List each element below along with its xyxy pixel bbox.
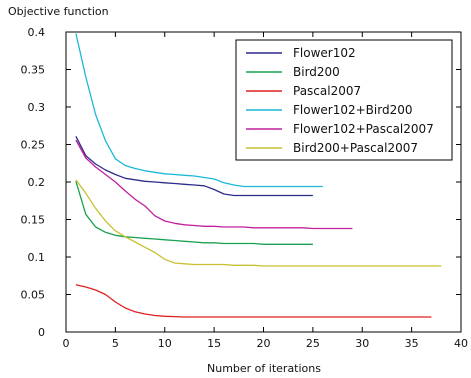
legend-label: Pascal2007: [293, 84, 361, 98]
series-line-flower102-pascal2007: [75, 139, 353, 230]
y-tick-label: 0.35: [21, 64, 46, 77]
x-tick-label: 0: [63, 337, 70, 350]
y-tick-label: 0.25: [21, 139, 46, 152]
y-tick-label: 0.1: [28, 251, 46, 264]
x-tick-label: 5: [112, 337, 119, 350]
x-tick-label: 20: [257, 337, 271, 350]
y-tick-label: 0.3: [28, 101, 46, 114]
series-line-flower102-bird200: [75, 33, 323, 188]
legend-label: Bird200+Pascal2007: [293, 141, 418, 155]
x-axis-label: Number of iterations: [207, 362, 321, 375]
legend-box: [235, 39, 453, 161]
legend-label: Flower102: [293, 46, 356, 60]
y-tick-label: 0.15: [21, 214, 46, 227]
series-line-flower102: [75, 136, 313, 197]
y-tick-label: 0.05: [21, 289, 46, 302]
y-axis-label: Objective function: [8, 5, 109, 18]
legend-label: Flower102+Pascal2007: [293, 122, 434, 136]
y-tick-label: 0.2: [28, 176, 46, 189]
x-tick-label: 10: [158, 337, 172, 350]
x-tick-label: 25: [306, 337, 320, 350]
y-tick-label: 0.4: [28, 26, 46, 39]
x-tick-label: 40: [454, 337, 468, 350]
x-tick-label: 30: [355, 337, 369, 350]
series-line-bird200: [75, 181, 313, 245]
series-line-pascal2007: [75, 284, 432, 318]
x-tick-label: 35: [405, 337, 419, 350]
series-line-bird200-pascal2007: [75, 179, 442, 267]
series-lines: [75, 33, 442, 318]
x-tick-label: 15: [207, 337, 221, 350]
legend: Flower102 Bird200 Pascal2007 Flower102+Bird…: [235, 39, 453, 161]
axes-ticks: 0 5 10 15 20 25 30 35 40 0 0.05 0.1 0.15 0.2 0.25 0.3 0.…: [21, 26, 469, 350]
legend-label: Bird200: [293, 65, 340, 79]
y-tick-label: 0: [38, 326, 45, 339]
legend-label: Flower102+Bird200: [293, 103, 412, 117]
plot-frame: [65, 31, 462, 333]
